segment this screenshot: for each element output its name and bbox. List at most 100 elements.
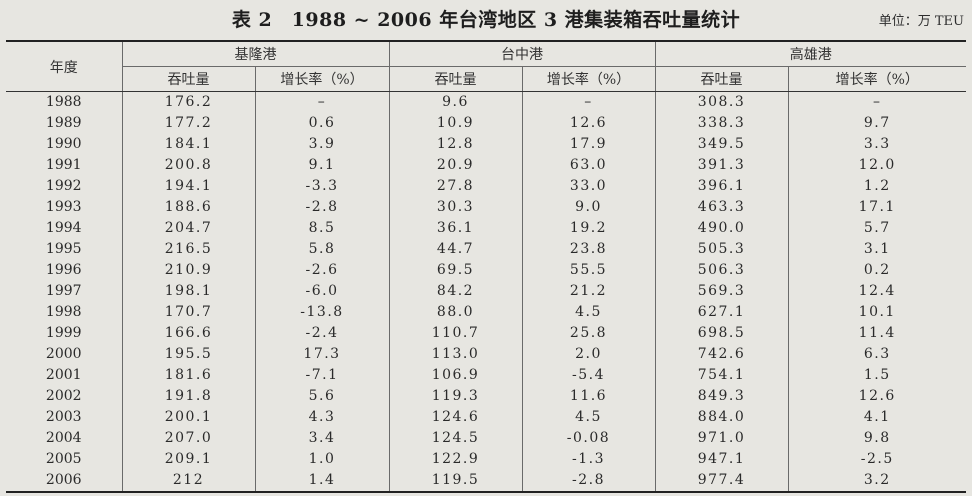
keelung-throughput-cell: 216.5 — [121, 239, 255, 260]
taichung-growth-cell: -2.8 — [521, 470, 655, 493]
table-row: 1998 170.7 -13.8 88.0 4.5 627.1 10.1 — [6, 302, 966, 323]
kaohsiung-throughput-cell: 505.3 — [654, 239, 788, 260]
keelung-throughput-cell: 188.6 — [121, 197, 255, 218]
taichung-growth-cell: -5.4 — [521, 365, 655, 386]
taichung-throughput-cell: 69.5 — [388, 260, 522, 281]
taichung-throughput-cell: 10.9 — [388, 113, 522, 134]
taichung-growth-cell: 21.2 — [521, 281, 655, 302]
taichung-growth-cell: 33.0 — [521, 176, 655, 197]
keelung-throughput-cell: 207.0 — [121, 428, 255, 449]
year-cell: 1995 — [45, 241, 82, 257]
kaohsiung-growth-cell: 0.2 — [787, 260, 966, 281]
header-throughput: 吞吐量 — [388, 66, 522, 92]
table-row: 2002 191.8 5.6 119.3 11.6 849.3 12.6 — [6, 386, 966, 407]
keelung-throughput-cell: 166.6 — [121, 323, 255, 344]
keelung-growth-cell: 8.5 — [254, 218, 389, 239]
table-title: 表 2 1988 ~ 2006 年台湾地区 3 港集装箱吞吐量统计 — [231, 9, 741, 31]
taichung-growth-cell: -1.3 — [521, 449, 655, 470]
table-row: 1992 194.1 -3.3 27.8 33.0 396.1 1.2 — [6, 176, 966, 197]
keelung-throughput-cell: 198.1 — [121, 281, 255, 302]
keelung-throughput-cell: 184.1 — [121, 134, 255, 155]
taichung-growth-cell: 4.5 — [521, 302, 655, 323]
keelung-growth-cell: 4.3 — [254, 407, 389, 428]
keelung-throughput-cell: 194.1 — [121, 176, 255, 197]
kaohsiung-throughput-cell: 490.0 — [654, 218, 788, 239]
keelung-growth-cell: -13.8 — [254, 302, 389, 323]
taichung-throughput-cell: 20.9 — [388, 155, 522, 176]
keelung-throughput-cell: 195.5 — [121, 344, 255, 365]
taichung-throughput-cell: 113.0 — [388, 344, 522, 365]
table-body: 1988 176.2–9.6–308.3–1989 177.2 0.6 10.9 12.6… — [6, 91, 966, 493]
kaohsiung-growth-cell: – — [787, 91, 966, 113]
kaohsiung-growth-cell: -2.5 — [787, 449, 966, 470]
kaohsiung-throughput-cell: 947.1 — [654, 449, 788, 470]
header-throughput: 吞吐量 — [654, 66, 788, 92]
taichung-throughput-cell: 124.5 — [388, 428, 522, 449]
keelung-growth-cell: 3.9 — [254, 134, 389, 155]
kaohsiung-growth-cell: 3.2 — [787, 470, 966, 493]
year-cell: 2002 — [45, 388, 82, 404]
year-cell: 1991 — [45, 157, 82, 173]
year-cell: 1999 — [45, 325, 82, 341]
kaohsiung-throughput-cell: 569.3 — [654, 281, 788, 302]
title-bar: 表 2 1988 ~ 2006 年台湾地区 3 港集装箱吞吐量统计 单位：万 T… — [0, 0, 972, 36]
keelung-growth-cell: 0.6 — [254, 113, 389, 134]
table-row: 1997 198.1 -6.0 84.2 21.2 569.3 12.4 — [6, 281, 966, 302]
keelung-growth-cell: -2.6 — [254, 260, 389, 281]
taichung-growth-cell: 19.2 — [521, 218, 655, 239]
year-cell: 1998 — [45, 304, 82, 320]
year-cell: 1997 — [45, 283, 82, 299]
year-cell: 2006 — [6, 470, 122, 493]
keelung-growth-cell: 9.1 — [254, 155, 389, 176]
taichung-growth-cell: 11.6 — [521, 386, 655, 407]
kaohsiung-throughput-cell: 849.3 — [654, 386, 788, 407]
kaohsiung-throughput-cell: 627.1 — [654, 302, 788, 323]
year-cell: 1994 — [45, 220, 82, 236]
keelung-throughput-cell: 181.6 — [121, 365, 255, 386]
table-row: 1993 188.6 -2.8 30.3 9.0 463.3 17.1 — [6, 197, 966, 218]
table-row: 1995 216.5 5.8 44.7 23.8 505.3 3.1 — [6, 239, 966, 260]
table-row: 1988 176.2–9.6–308.3– — [6, 91, 966, 113]
taichung-throughput-cell: 12.8 — [388, 134, 522, 155]
table-row: 2006 212 1.4 119.5 -2.8 977.4 3.2 — [6, 470, 966, 493]
year-cell: 2003 — [45, 409, 82, 425]
year-cell: 1996 — [45, 262, 82, 278]
kaohsiung-growth-cell: 9.7 — [787, 113, 966, 134]
keelung-growth-cell: -2.4 — [254, 323, 389, 344]
taichung-throughput-cell: 110.7 — [388, 323, 522, 344]
kaohsiung-throughput-cell: 698.5 — [654, 323, 788, 344]
kaohsiung-growth-cell: 3.3 — [787, 134, 966, 155]
taichung-throughput-cell: 106.9 — [388, 365, 522, 386]
table-row: 2005 209.1 1.0 122.9 -1.3 947.1 -2.5 — [6, 449, 966, 470]
taichung-throughput-cell: 119.5 — [388, 470, 522, 493]
taichung-throughput-cell: 124.6 — [388, 407, 522, 428]
keelung-growth-cell: 1.0 — [254, 449, 389, 470]
table-row: 2000 195.5 17.3 113.0 2.0 742.6 6.3 — [6, 344, 966, 365]
year-cell: 1988 — [45, 94, 82, 110]
kaohsiung-throughput-cell: 391.3 — [654, 155, 788, 176]
year-cell: 1990 — [45, 136, 82, 152]
taichung-growth-cell: 25.8 — [521, 323, 655, 344]
table-row: 1989 177.2 0.6 10.9 12.6 338.3 9.7 — [6, 113, 966, 134]
kaohsiung-growth-cell: 4.1 — [787, 407, 966, 428]
taichung-throughput-cell: 84.2 — [388, 281, 522, 302]
keelung-growth-cell: -6.0 — [254, 281, 389, 302]
kaohsiung-growth-cell: 6.3 — [787, 344, 966, 365]
table-header: 年度 基隆港 台中港 高雄港 吞吐量 增长率（%） 吞吐量 增长率（%） 吞吐量… — [6, 41, 966, 92]
taichung-throughput-cell: 9.6 — [388, 91, 522, 113]
kaohsiung-growth-cell: 12.6 — [787, 386, 966, 407]
keelung-throughput-cell: 191.8 — [121, 386, 255, 407]
kaohsiung-growth-cell: 17.1 — [787, 197, 966, 218]
taichung-growth-cell: 9.0 — [521, 197, 655, 218]
year-cell: 1989 — [45, 115, 82, 131]
table-row: 1991 200.8 9.1 20.9 63.0 391.3 12.0 — [6, 155, 966, 176]
header-growth: 增长率（%） — [254, 66, 389, 92]
header-port-keelung: 基隆港 — [121, 41, 389, 67]
table-row: 2004 207.0 3.4 124.5 -0.08 971.0 9.8 — [6, 428, 966, 449]
taichung-growth-cell: 17.9 — [521, 134, 655, 155]
kaohsiung-throughput-cell: 884.0 — [654, 407, 788, 428]
taichung-throughput-cell: 27.8 — [388, 176, 522, 197]
header-port-taichung: 台中港 — [388, 41, 655, 67]
table-row: 1999 166.6 -2.4 110.7 25.8 698.5 11.4 — [6, 323, 966, 344]
kaohsiung-growth-cell: 5.7 — [787, 218, 966, 239]
